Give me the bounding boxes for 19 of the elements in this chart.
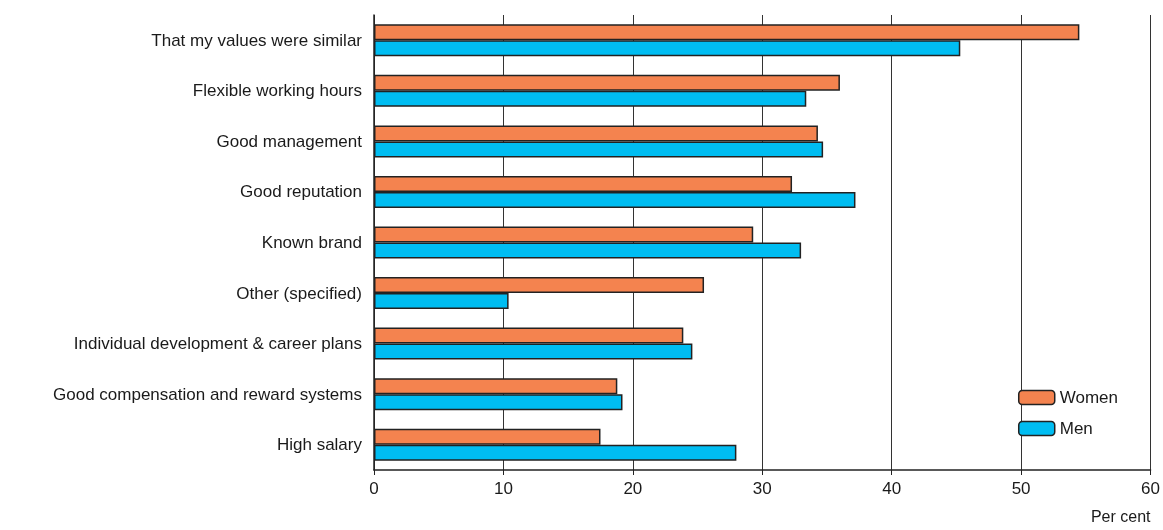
x-tick-label: 10	[493, 479, 513, 498]
x-tick-label: 20	[623, 479, 643, 498]
x-tick-label: 50	[1011, 479, 1031, 498]
y-tick-label: Individual development & career plans	[73, 334, 362, 354]
y-tick-label: Known brand	[261, 233, 362, 252]
y-tick-label: Good management	[216, 131, 363, 151]
y-tick-label: High salary	[276, 435, 363, 455]
legend-label: Women	[1059, 388, 1118, 407]
x-tick-label: 30	[752, 479, 772, 498]
x-axis-title: Per cent	[1090, 507, 1152, 525]
x-tick-label: 0	[369, 479, 379, 498]
y-tick-label: Other (specified)	[236, 283, 362, 303]
y-tick-label: Flexible working hours	[192, 81, 362, 101]
legend-label: Men	[1059, 419, 1093, 438]
x-tick-label: 60	[1141, 479, 1161, 498]
y-tick-label: That my values were similar	[151, 30, 363, 50]
x-tick-label: 40	[882, 479, 902, 498]
y-tick-label: Good reputation	[240, 182, 362, 202]
y-tick-label: Good compensation and reward systems	[53, 384, 362, 404]
